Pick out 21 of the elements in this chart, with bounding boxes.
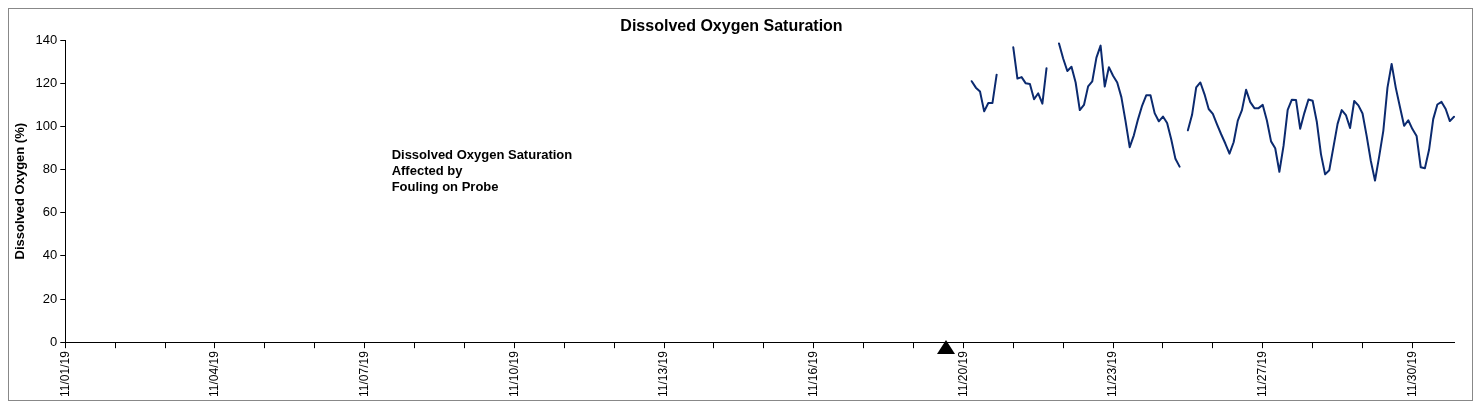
annotation: Dissolved Oxygen Saturation Affected by Fouling on Probe <box>391 146 573 194</box>
y-tick-label: 20 <box>42 290 58 306</box>
x-tick-label: 11/16/19 <box>806 350 821 398</box>
y-tick-label: 100 <box>35 118 58 134</box>
x-tick-label: 11/13/19 <box>656 350 671 398</box>
y-axis-title: Dissolved Oxygen (%) <box>12 122 28 260</box>
x-tick-label: 11/07/19 <box>356 350 371 398</box>
y-tick-label: 80 <box>42 161 58 177</box>
x-tick-label: 11/30/19 <box>1404 350 1419 398</box>
x-tick-label: 11/20/19 <box>955 350 970 398</box>
y-tick-label: 40 <box>42 247 58 263</box>
y-tick-label: 140 <box>35 31 58 47</box>
x-tick-label: 11/10/19 <box>506 350 521 398</box>
x-tick-label: 11/27/19 <box>1255 350 1270 398</box>
y-tick-label: 60 <box>42 204 58 220</box>
x-tick-label: 11/04/19 <box>207 350 222 398</box>
y-tick-label: 0 <box>50 333 58 349</box>
chart-title: Dissolved Oxygen Saturation <box>620 17 843 35</box>
x-tick-label: 11/01/19 <box>57 350 72 398</box>
y-tick-label: 120 <box>35 74 58 90</box>
x-tick-label: 11/23/19 <box>1105 350 1120 398</box>
